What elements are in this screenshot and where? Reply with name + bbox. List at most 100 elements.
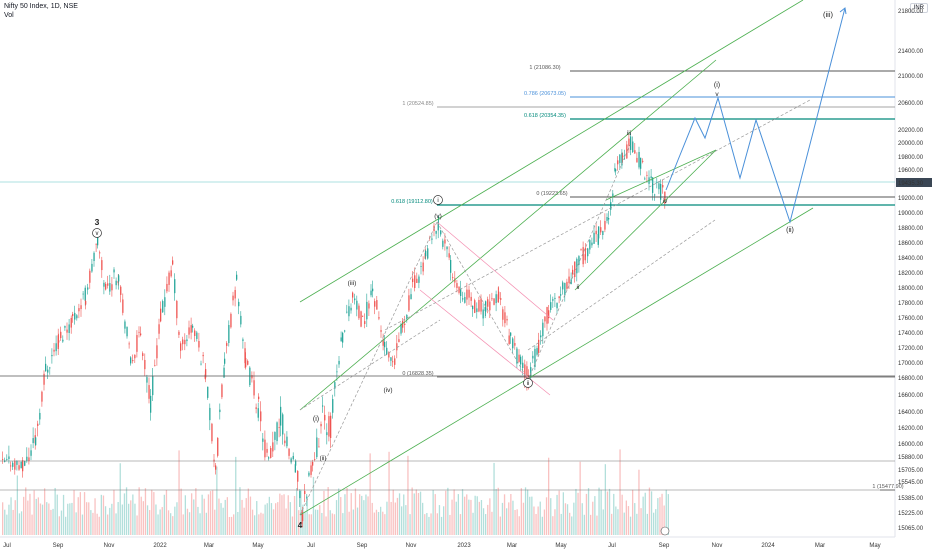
projection-path — [665, 7, 846, 224]
candle-body — [244, 348, 246, 364]
candle-body — [524, 364, 526, 378]
volume-bar — [180, 488, 182, 535]
candle-body — [14, 460, 16, 470]
fib-label: 0 (19223.65) — [536, 191, 567, 197]
volume-bar — [587, 488, 590, 535]
candle-body — [632, 141, 634, 152]
volume-bar — [94, 498, 96, 535]
volume-bar — [25, 487, 27, 535]
candle-body — [366, 301, 368, 320]
volume-bar — [617, 509, 619, 535]
candle-body — [20, 461, 22, 469]
wave-label: (i) — [313, 416, 319, 423]
volume-bar — [306, 499, 308, 535]
candle-body — [360, 311, 362, 327]
candle-body — [448, 253, 450, 258]
volume-bar — [52, 508, 54, 535]
volume-bar — [327, 487, 329, 535]
candle-body — [512, 338, 514, 349]
wave-label: (iii) — [348, 280, 357, 287]
candle-body — [45, 363, 47, 372]
wave-label: 3 — [95, 217, 100, 227]
volume-bar — [354, 488, 357, 535]
volume-bar — [20, 511, 23, 535]
candle-body — [572, 269, 574, 275]
wave-label: (i) — [714, 82, 720, 89]
currency-badge[interactable]: INR — [909, 3, 928, 13]
volume-bar — [75, 512, 77, 535]
volume-bar — [260, 512, 262, 535]
volume-bar — [560, 513, 562, 535]
volume-bar — [413, 493, 415, 535]
volume-bar — [186, 508, 189, 535]
volume-bar — [566, 504, 569, 535]
volume-bar — [394, 502, 396, 535]
volume-bar — [144, 488, 147, 535]
volume-bar — [243, 507, 245, 535]
candle-body — [368, 303, 370, 309]
volume-bar — [140, 496, 142, 535]
volume-bar — [50, 509, 52, 535]
y-tick-label: 21400.00 — [898, 49, 924, 55]
candle-body — [458, 286, 460, 293]
y-tick-label: 16000.00 — [898, 442, 924, 448]
candle-body — [188, 327, 190, 335]
volume-bar — [174, 506, 176, 535]
candle-body — [64, 326, 66, 328]
candle-body — [476, 308, 478, 312]
volume-bar — [182, 514, 184, 535]
volume-bar — [476, 496, 478, 535]
channel-line — [574, 149, 717, 291]
volume-bar — [506, 508, 508, 535]
candle-body — [478, 299, 480, 312]
candle-body — [18, 465, 20, 470]
wave-connector — [527, 144, 631, 381]
volume-bar — [170, 513, 172, 535]
settings-icon[interactable] — [660, 526, 670, 536]
x-tick-label: Nov — [406, 543, 417, 549]
candle-body — [550, 302, 552, 310]
volume-bar — [411, 487, 413, 535]
volume-bar — [503, 494, 506, 535]
volume-bar — [392, 489, 394, 535]
volume-bar — [35, 498, 37, 535]
candle-body — [630, 136, 632, 150]
volume-bar — [287, 495, 289, 535]
wave-label: ii — [577, 284, 580, 291]
candle-body — [589, 240, 591, 250]
candle-body — [332, 399, 334, 413]
volume-bar — [405, 505, 407, 535]
candle-body — [58, 340, 60, 343]
volume-bar — [564, 503, 567, 535]
wave-label: iv — [663, 198, 668, 205]
candle-body — [352, 292, 354, 298]
projection-arrowhead — [839, 7, 847, 15]
volume-bar — [396, 497, 399, 535]
volume-bar — [457, 494, 459, 535]
volume-bar — [489, 498, 491, 535]
volume-bar — [27, 500, 29, 535]
volume-bar — [596, 515, 598, 535]
volume-bar — [653, 512, 655, 535]
candle-body — [427, 248, 429, 259]
volume-bar — [146, 505, 149, 535]
volume-bar — [104, 506, 107, 535]
volume-bar — [331, 513, 333, 535]
volume-bar — [516, 509, 518, 535]
volume-bar — [577, 492, 579, 535]
candle-body — [282, 414, 284, 435]
volume-bar — [640, 508, 642, 535]
candle-body — [622, 155, 624, 158]
volume-bar — [209, 491, 212, 535]
candle-body — [24, 460, 26, 466]
candle-body — [190, 325, 192, 333]
volume-bar — [569, 512, 571, 535]
candle-body — [297, 470, 299, 482]
candle-body — [619, 154, 621, 163]
volume-bar — [548, 457, 550, 535]
candle-body — [664, 191, 666, 204]
volume-bar — [314, 509, 317, 535]
volume-bar — [69, 503, 71, 535]
candle-body — [604, 220, 606, 230]
